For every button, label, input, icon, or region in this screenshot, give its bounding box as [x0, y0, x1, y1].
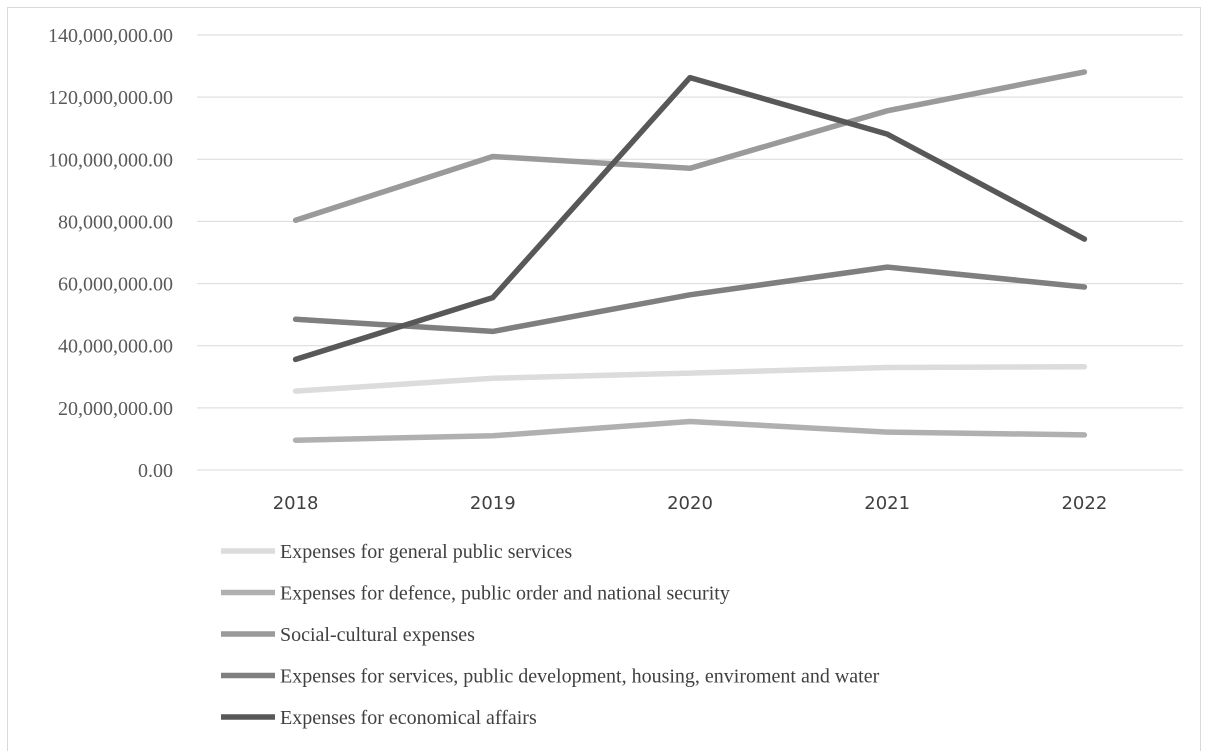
y-tick-label: 20,000,000.00 [58, 398, 173, 420]
y-tick-label: 140,000,000.00 [48, 25, 173, 47]
series-line-3 [292, 69, 1088, 223]
legend-label-1: Expenses for general public services [280, 541, 572, 563]
legend-label-4: Expenses for services, public developmen… [280, 666, 880, 688]
gridlines [197, 34, 1183, 471]
y-tick-label: 60,000,000.00 [58, 274, 173, 296]
x-tick-label: 2018 [273, 493, 319, 514]
x-tick-label: 2022 [1061, 493, 1107, 514]
legend-label-5: Expenses for economical affairs [280, 707, 537, 729]
legend-label-3: Social-cultural expenses [280, 624, 475, 646]
series-line-5 [292, 74, 1088, 363]
x-tick-label: 2020 [667, 493, 713, 514]
chart-frame [7, 7, 1201, 751]
x-tick-label: 2019 [470, 493, 516, 514]
y-tick-label: 80,000,000.00 [58, 211, 173, 233]
x-tick-label: 2021 [864, 493, 910, 514]
x-axis-ticks: 2018 2019 2020 2021 2022 [273, 493, 1108, 514]
legend-label-2: Expenses for defence, public order and n… [280, 583, 730, 605]
y-tick-label: 40,000,000.00 [58, 336, 173, 358]
y-tick-label: 0.00 [138, 460, 173, 482]
legend: Expenses for general public services Expe… [221, 541, 880, 729]
y-tick-label: 100,000,000.00 [48, 149, 173, 171]
series-line-4 [292, 264, 1088, 335]
y-axis-ticks: 0.00 20,000,000.00 40,000,000.00 60,000,000… [48, 25, 173, 482]
y-tick-label: 120,000,000.00 [48, 87, 173, 109]
series-lines [292, 69, 1088, 443]
series-line-2 [292, 418, 1088, 443]
series-line-1 [292, 364, 1088, 394]
